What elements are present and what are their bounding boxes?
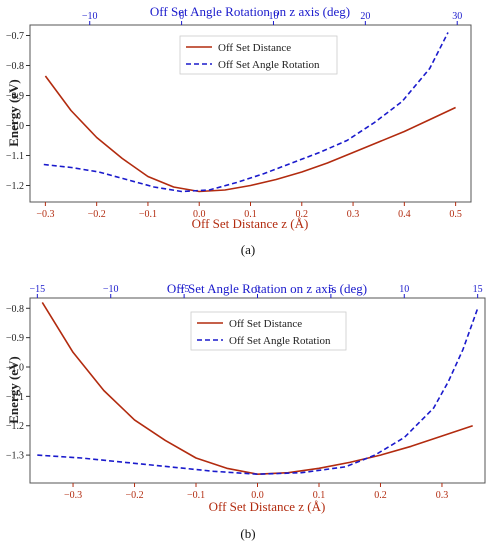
panel-a-legend: Off Set Distance Off Set Angle Rotation xyxy=(179,35,338,75)
panel-b-top-tick-label: −5 xyxy=(179,284,190,295)
panel-b-ticks: −0.3 −0.2 −0.1 0.0 0.1 0.2 0.3 −15 −10 −5 0 5 10 15 −1… xyxy=(6,284,483,501)
panel-a-x-tick-label: 0.4 xyxy=(398,209,411,220)
panel-b-y-axis-label: Energy (eV) xyxy=(6,356,21,424)
panel-a-top-axis-label: Off Set Angle Rotation on z axis (deg) xyxy=(150,4,350,19)
panel-b-series-angle-rotation-line xyxy=(37,308,479,475)
panel-a-y-tick-label: −0.9 xyxy=(6,91,24,102)
panel-b-x-tick-label: 0.2 xyxy=(374,490,387,501)
panel-a-x-tick-label: −0.1 xyxy=(139,209,157,220)
panel-a-y-tick-label: −0.7 xyxy=(6,31,24,42)
panel-a-x-tick-label: −0.2 xyxy=(88,209,106,220)
panel-b-top-tick-label: −15 xyxy=(30,284,46,295)
panel-a-x-tick-label: 0.1 xyxy=(244,209,257,220)
panel-b-x-axis-label: Off Set Distance z (Å) xyxy=(209,499,326,514)
panel-b-y-tick-label: −1.0 xyxy=(6,363,24,374)
panel-b-legend: Off Set Distance Off Set Angle Rotation xyxy=(190,311,347,351)
panel-a-x-tick-label: 0.0 xyxy=(193,209,206,220)
panel-b-x-tick-label: 0.3 xyxy=(436,490,449,501)
panel-b-y-tick-label: −0.9 xyxy=(6,333,24,344)
panel-b-x-tick-label: 0.1 xyxy=(313,490,326,501)
panel-a-legend-box xyxy=(179,35,338,75)
panel-a-top-tick-label: 0 xyxy=(179,11,184,22)
panel-b-series xyxy=(37,301,479,475)
panel-b-top-tick-label: −10 xyxy=(103,284,119,295)
panel-b-legend-label-angle: Off Set Angle Rotation xyxy=(229,335,331,347)
panel-a-top-tick-label: 10 xyxy=(268,11,278,22)
panel-b-x-tick-label: −0.1 xyxy=(187,490,205,501)
panel-a-y-axis-label: Energy (eV) xyxy=(6,79,21,147)
panel-a-series xyxy=(43,32,456,193)
panel-a-legend-label-distance: Off Set Distance xyxy=(218,42,291,54)
panel-a-y-tick-label: −1.2 xyxy=(6,181,24,192)
panel-b: Off Set Angle Rotation on z axis (deg) O… xyxy=(6,281,486,541)
panel-b-top-axis-label: Off Set Angle Rotation on z axis (deg) xyxy=(167,281,367,296)
panel-a-y-tick-label: −1.1 xyxy=(6,151,24,162)
panel-b-legend-label-distance: Off Set Distance xyxy=(229,318,302,330)
panel-b-y-tick-label: −1.2 xyxy=(6,421,24,432)
panel-b-legend-box xyxy=(190,311,347,351)
panel-b-x-tick-label: −0.2 xyxy=(125,490,143,501)
panel-a-x-tick-label: 0.3 xyxy=(347,209,360,220)
panel-b-x-tick-label: 0.0 xyxy=(251,490,264,501)
panel-b-y-tick-label: −1.1 xyxy=(6,392,24,403)
panel-a-top-tick-label: 20 xyxy=(360,11,370,22)
panel-b-top-tick-label: 5 xyxy=(328,284,333,295)
panel-a-x-tick-label: 0.2 xyxy=(296,209,309,220)
panel-a-ticks: −0.3 −0.2 −0.1 0.0 0.1 0.2 0.3 0.4 0.5 −10 0 10 20 30… xyxy=(6,11,462,220)
panel-a-x-tick-label: −0.3 xyxy=(36,209,54,220)
panel-b-top-tick-label: 10 xyxy=(399,284,409,295)
panel-b-series-distance-line xyxy=(41,301,473,475)
panel-a-series-distance-line xyxy=(44,75,456,193)
panel-a-top-tick-label: −10 xyxy=(82,11,98,22)
panel-a-x-tick-label: 0.5 xyxy=(449,209,462,220)
panel-b-x-tick-label: −0.3 xyxy=(64,490,82,501)
panel-a-legend-label-angle: Off Set Angle Rotation xyxy=(218,59,320,71)
panel-b-caption: (b) xyxy=(240,526,255,541)
panel-a-caption: (a) xyxy=(241,242,255,257)
panel-b-y-tick-label: −0.8 xyxy=(6,304,24,315)
panel-a-y-tick-label: −1.0 xyxy=(6,121,24,132)
panel-a-top-tick-label: 30 xyxy=(452,11,462,22)
panel-b-top-tick-label: 0 xyxy=(255,284,260,295)
panel-a-y-tick-label: −0.8 xyxy=(6,61,24,72)
panel-a-series-angle-rotation-line xyxy=(43,32,449,193)
panel-a-x-axis-label: Off Set Distance z (Å) xyxy=(192,216,309,231)
panel-b-y-tick-label: −1.3 xyxy=(6,451,24,462)
panel-b-top-tick-label: 15 xyxy=(473,284,483,295)
panel-a: Off Set Angle Rotation on z axis (deg) O… xyxy=(6,4,472,257)
